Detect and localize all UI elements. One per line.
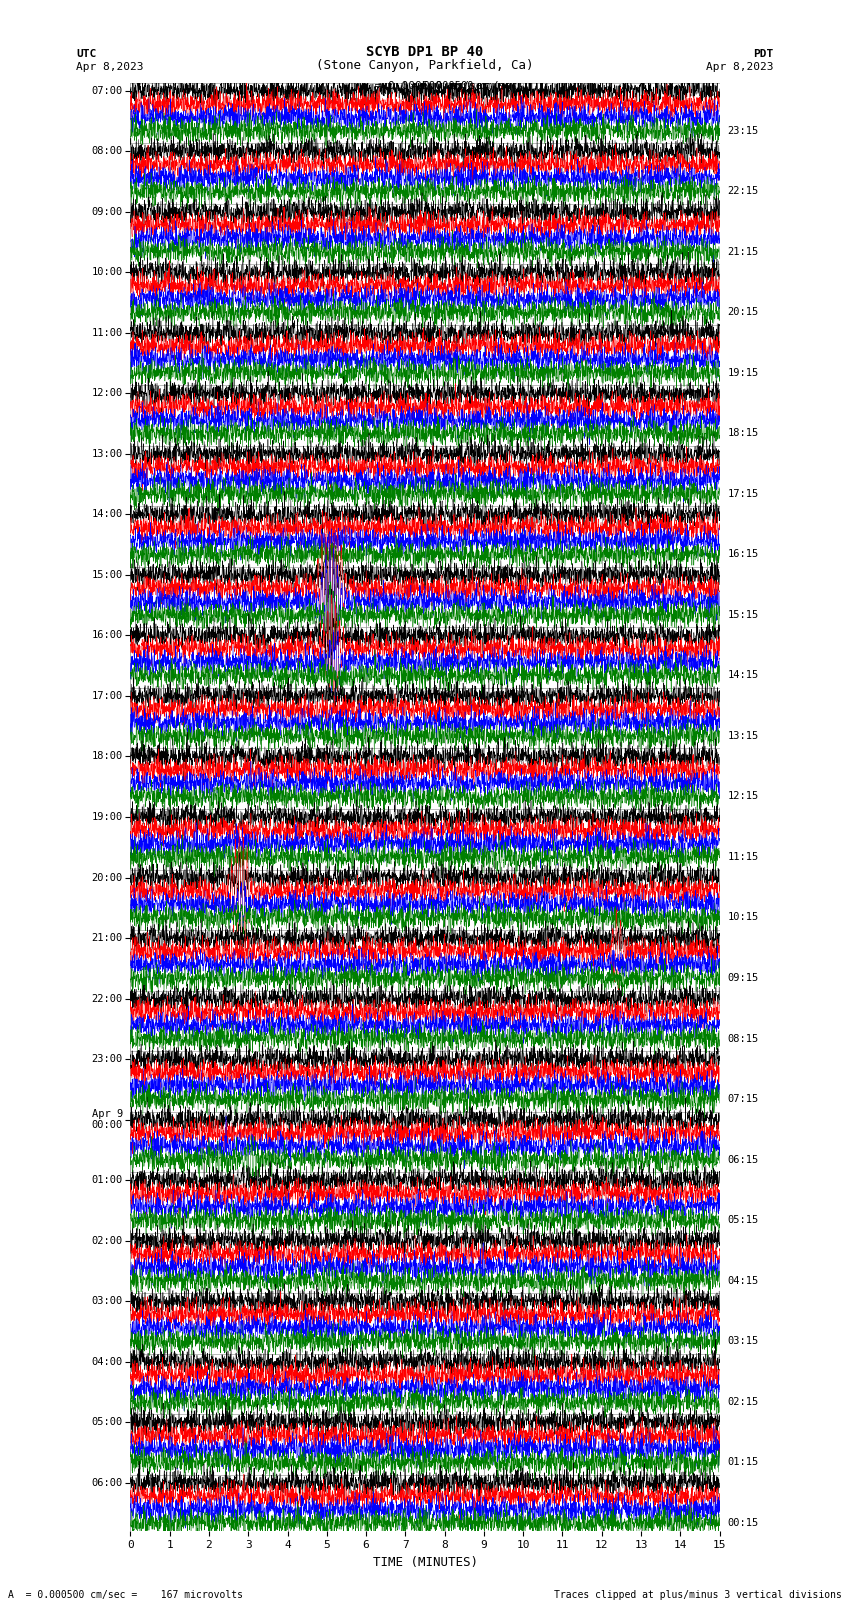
Text: A  = 0.000500 cm/sec =    167 microvolts: A = 0.000500 cm/sec = 167 microvolts bbox=[8, 1590, 243, 1600]
Text: ● = 0.000500 cm/sec: ● = 0.000500 cm/sec bbox=[361, 81, 489, 90]
Text: Apr 8,2023: Apr 8,2023 bbox=[76, 61, 144, 71]
Text: (Stone Canyon, Parkfield, Ca): (Stone Canyon, Parkfield, Ca) bbox=[316, 58, 534, 71]
Text: SCYB DP1 BP 40: SCYB DP1 BP 40 bbox=[366, 45, 484, 58]
Text: Apr 8,2023: Apr 8,2023 bbox=[706, 61, 774, 71]
X-axis label: TIME (MINUTES): TIME (MINUTES) bbox=[372, 1557, 478, 1569]
Text: Traces clipped at plus/minus 3 vertical divisions: Traces clipped at plus/minus 3 vertical … bbox=[553, 1590, 842, 1600]
Text: PDT: PDT bbox=[753, 48, 774, 58]
Text: = 0.000500 cm/sec: = 0.000500 cm/sec bbox=[411, 81, 518, 90]
Text: |: | bbox=[401, 81, 408, 94]
Text: UTC: UTC bbox=[76, 48, 97, 58]
